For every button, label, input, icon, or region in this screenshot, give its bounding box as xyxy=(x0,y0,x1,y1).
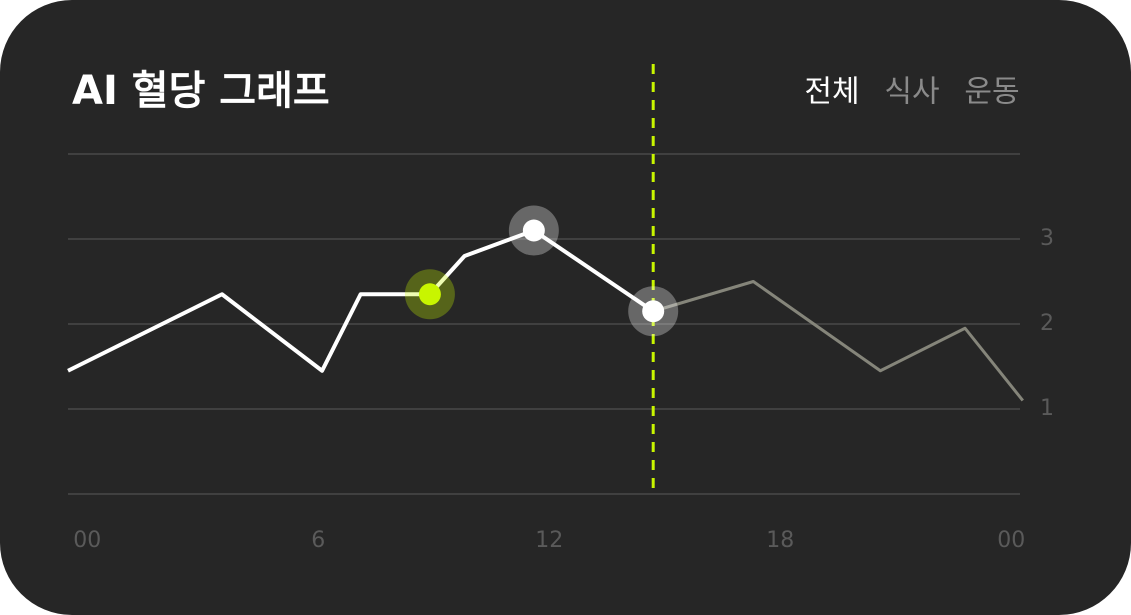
series-line xyxy=(67,228,655,373)
x-tick-label: 00 xyxy=(997,528,1025,553)
chart-title: AI 혈당 그래프 xyxy=(72,68,330,114)
y-tick-label: 2 xyxy=(1040,311,1054,336)
x-tick-label: 18 xyxy=(766,528,794,553)
y-tick-label: 3 xyxy=(1040,226,1054,251)
x-tick-label: 6 xyxy=(311,528,325,553)
filter-tab[interactable]: 운동 xyxy=(964,75,1019,110)
filter-tab[interactable]: 전체 xyxy=(804,75,859,110)
y-tick-label: 1 xyxy=(1040,396,1054,421)
x-tick-label: 12 xyxy=(535,528,563,553)
x-tick-label: 00 xyxy=(73,528,101,553)
filter-tab[interactable]: 식사 xyxy=(884,75,939,110)
data-point xyxy=(418,283,441,306)
series-line xyxy=(652,280,1024,402)
data-point xyxy=(522,219,545,242)
data-point xyxy=(642,300,665,323)
